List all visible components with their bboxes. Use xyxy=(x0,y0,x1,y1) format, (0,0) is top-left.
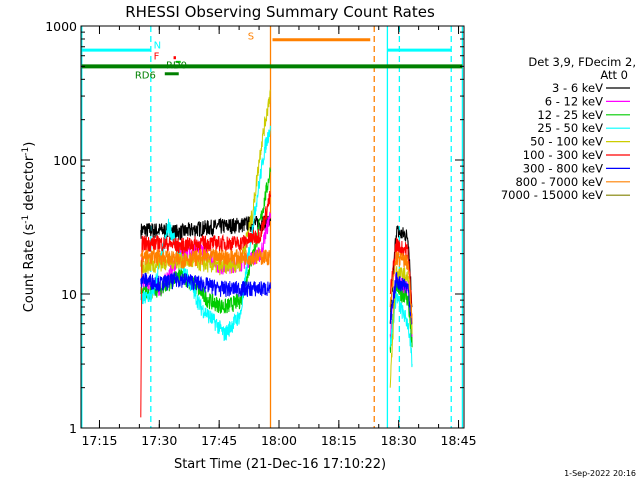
x-axis-label: Start Time (21-Dec-16 17:10:22) xyxy=(174,457,386,472)
legend-title-line-2: Att 0 xyxy=(600,68,628,82)
flag-label-3: RD6 xyxy=(135,71,156,82)
footer-timestamp: 1-Sep-2022 20:16 xyxy=(564,469,636,478)
series-line-7-1 xyxy=(389,251,413,324)
series-line-3-0 xyxy=(140,125,271,342)
x-tick-label-4: 18:15 xyxy=(321,433,357,448)
legend-entry-2: 12 - 25 keV xyxy=(537,108,603,122)
series-line-6-1 xyxy=(389,272,413,325)
plot-frame xyxy=(80,25,465,429)
series-line-6-0 xyxy=(140,272,271,298)
legend-entry-3: 25 - 50 keV xyxy=(537,121,603,135)
legend-entry-1: 6 - 12 keV xyxy=(545,94,603,108)
series-line-5-0 xyxy=(140,190,271,418)
x-tick-label-3: 18:00 xyxy=(261,433,297,448)
flag-labels: NF RD0 RD6 S xyxy=(135,32,254,82)
legend-entry-6: 300 - 800 keV xyxy=(523,161,603,175)
series-line-2-1 xyxy=(389,277,413,353)
x-tick-label-5: 18:30 xyxy=(381,433,417,448)
x-tick-label-2: 17:45 xyxy=(201,433,237,448)
chart-title: RHESSI Observing Summary Count Rates xyxy=(125,3,435,21)
flag-label-1: F xyxy=(154,52,160,63)
y-tick-label-0: 1 xyxy=(69,421,77,436)
y-axis-label: Count Rate (s-1 detector-1) xyxy=(21,142,37,313)
y-tick-label-1: 10 xyxy=(61,287,77,302)
legend-entry-7: 800 - 7000 keV xyxy=(515,175,603,189)
x-tick-label-1: 17:30 xyxy=(141,433,177,448)
series-lines xyxy=(140,89,413,418)
legend-entry-0: 3 - 6 keV xyxy=(552,81,603,95)
series-line-5-1 xyxy=(389,237,413,316)
series-line-7-0 xyxy=(140,248,271,270)
x-tick-label-6: 18:45 xyxy=(441,433,477,448)
flag-label-4: S xyxy=(248,32,254,43)
legend-title-line-1: Det 3,9, FDecim 2, xyxy=(528,55,636,69)
flag-label-2: RD0 xyxy=(166,61,187,72)
flag-bars xyxy=(81,38,463,76)
series-line-4-1 xyxy=(389,266,413,388)
vertical-marker-lines xyxy=(81,26,464,428)
y-tick-label-3: 1000 xyxy=(45,19,77,34)
x-tick-label-0: 17:15 xyxy=(81,433,117,448)
y-tick-label-2: 100 xyxy=(53,153,77,168)
legend-entry-8: 7000 - 15000 keV xyxy=(501,188,603,202)
flag-label-0: N xyxy=(154,40,161,51)
legend-entry-5: 100 - 300 keV xyxy=(523,148,603,162)
axis-ticks: 17:15 17:30 17:45 18:00 18:15 18:30 18:45 1 10 10… xyxy=(45,19,476,448)
legend-entry-4: 50 - 100 keV xyxy=(530,135,603,149)
